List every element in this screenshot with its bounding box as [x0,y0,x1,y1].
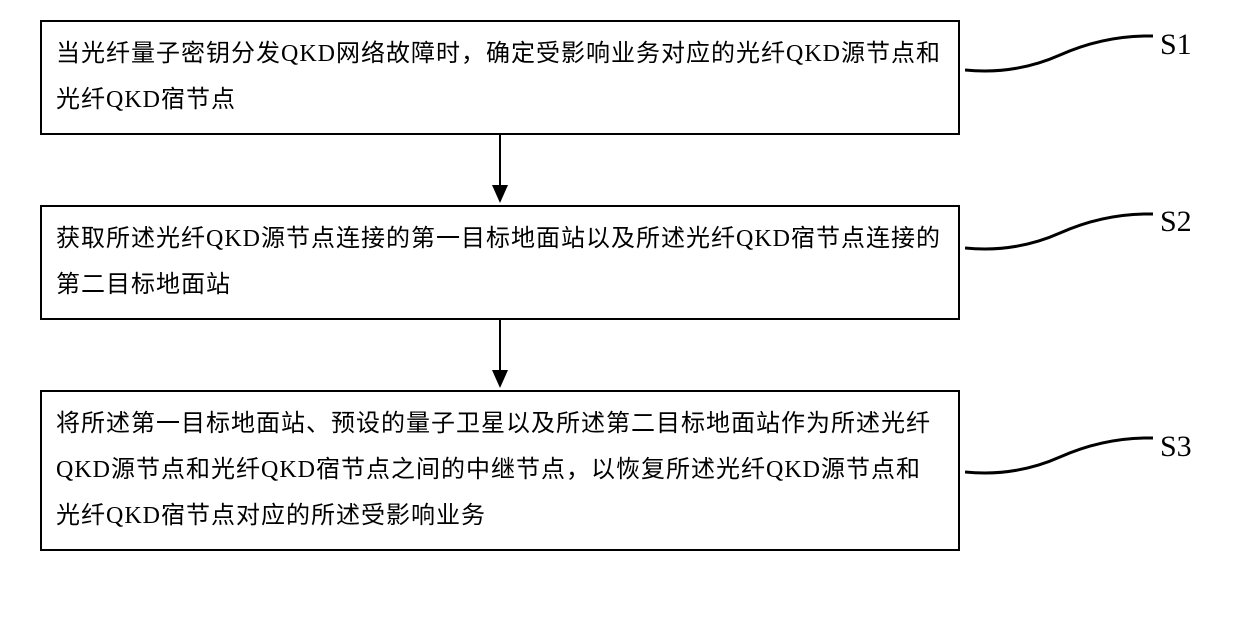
arrow-s1-s2 [40,135,960,205]
step-label-s2: S2 [1160,205,1192,239]
step-text: 当光纤量子密钥分发QKD网络故障时，确定受影响业务对应的光纤QKD源节点和光纤Q… [56,41,941,113]
connector-curve-s3 [965,432,1155,482]
step-box-s2: 获取所述光纤QKD源节点连接的第一目标地面站以及所述光纤QKD宿节点连接的第二目… [40,205,960,320]
step-text: 获取所述光纤QKD源节点连接的第一目标地面站以及所述光纤QKD宿节点连接的第二目… [56,226,941,298]
arrow-s2-s3 [40,320,960,390]
flowchart-container: 当光纤量子密钥分发QKD网络故障时，确定受影响业务对应的光纤QKD源节点和光纤Q… [40,20,960,551]
step-label-s3: S3 [1160,430,1192,464]
arrow-down-icon [485,320,515,390]
arrow-down-icon [485,135,515,205]
step-box-s1: 当光纤量子密钥分发QKD网络故障时，确定受影响业务对应的光纤QKD源节点和光纤Q… [40,20,960,135]
step-box-s3: 将所述第一目标地面站、预设的量子卫星以及所述第二目标地面站作为所述光纤QKD源节… [40,390,960,551]
step-text: 将所述第一目标地面站、预设的量子卫星以及所述第二目标地面站作为所述光纤QKD源节… [56,411,931,528]
connector-curve-s1 [965,30,1155,80]
connector-curve-s2 [965,208,1155,258]
step-label-s1: S1 [1160,28,1192,62]
